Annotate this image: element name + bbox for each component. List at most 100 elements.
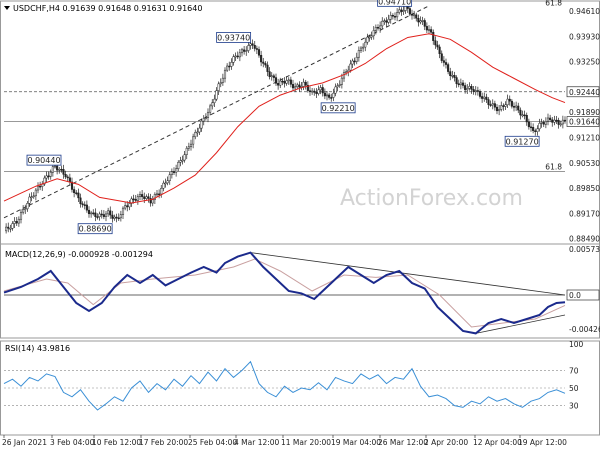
candle-body: [551, 119, 554, 123]
candle-body: [557, 119, 560, 125]
candle-body: [62, 169, 65, 175]
candle-body: [164, 182, 167, 185]
candle-body: [262, 61, 265, 64]
candle-body: [168, 174, 171, 181]
candle-body: [430, 29, 433, 33]
candle-body: [476, 90, 479, 92]
candle-body: [45, 175, 48, 179]
candle-body: [455, 77, 458, 84]
candle-body: [28, 196, 31, 204]
rsi-tick-label: 70: [569, 366, 579, 375]
candle-body: [138, 194, 142, 197]
candle-body: [26, 203, 29, 210]
candle-body: [181, 159, 184, 162]
candle-body: [466, 88, 469, 91]
candle-body: [495, 106, 499, 112]
candle-body: [81, 203, 84, 206]
candle-body: [374, 27, 377, 31]
candle-body: [402, 10, 405, 12]
candle-body: [417, 18, 420, 23]
candle-body: [51, 166, 54, 173]
candle-body: [457, 83, 460, 86]
candle-body: [434, 40, 437, 46]
price-sma-line: [3, 33, 566, 204]
candle-body: [111, 214, 114, 219]
candle-body: [427, 29, 431, 31]
macd-trendline: [475, 314, 566, 334]
candle-body: [521, 114, 524, 117]
candle-body: [198, 127, 201, 133]
candle-body: [372, 30, 375, 37]
price-header-text: USDCHF,H4 0.91639 0.91648 0.91631 0.9164…: [13, 4, 202, 13]
candle-body: [325, 94, 329, 97]
candle-body: [236, 55, 239, 58]
candle-body: [149, 198, 152, 204]
price-tick-label: 0.89170: [569, 209, 600, 218]
candle-body: [13, 221, 16, 224]
candle-body: [209, 105, 212, 113]
candle-body: [194, 132, 197, 138]
x-tick-label: 17 Feb 20:00: [139, 438, 188, 447]
candle-body: [451, 75, 454, 77]
candle-body: [461, 82, 465, 86]
candle-body: [19, 211, 23, 220]
candle-body: [141, 194, 144, 197]
price-tick-label: 0.93250: [569, 58, 600, 67]
candle-body: [98, 213, 101, 218]
candle-body: [66, 176, 69, 179]
candle-body: [370, 35, 373, 38]
macd-zero-tag: [566, 289, 600, 301]
candle-body: [43, 177, 46, 185]
level-price-tag: [566, 86, 600, 98]
candle-body: [328, 94, 331, 98]
watermark-text: ActionForex.com: [340, 186, 523, 211]
candle-body: [206, 111, 210, 118]
candle-body: [130, 198, 133, 204]
candle-body: [506, 98, 509, 106]
candle-body: [487, 99, 490, 105]
candle-body: [289, 79, 292, 85]
candle-body: [107, 210, 110, 215]
dropdown-arrow-icon: [4, 6, 10, 10]
candle-body: [47, 175, 50, 178]
candle-body: [87, 209, 91, 215]
candle-body: [30, 196, 33, 198]
macd-tick-label: 0.005739: [569, 245, 600, 254]
candle-body: [355, 56, 358, 62]
price-tick-label: 0.91890: [569, 108, 600, 117]
candle-body: [534, 130, 537, 132]
price-callout-box: [26, 154, 62, 166]
candle-body: [381, 20, 384, 27]
candle-body: [134, 199, 137, 201]
candle-body: [489, 104, 492, 106]
candle-body: [366, 36, 369, 43]
candle-body: [260, 54, 263, 63]
candle-body: [364, 41, 367, 48]
candle-body: [200, 120, 203, 129]
candle-body: [519, 109, 522, 116]
macd-signal-line: [3, 258, 566, 328]
price-tick-label: 0.91640: [569, 118, 600, 127]
candle-body: [549, 117, 552, 121]
candle-body: [436, 44, 439, 48]
x-tick-label: 3 Feb 04:00: [50, 438, 95, 447]
candle-body: [555, 119, 558, 122]
candle-body: [211, 102, 214, 107]
candle-body: [351, 60, 354, 65]
candle-body: [7, 226, 10, 229]
candle-body: [219, 82, 222, 85]
candle-body: [298, 84, 301, 88]
candle-body: [64, 174, 67, 178]
candle-body: [96, 216, 99, 218]
candle-body: [196, 131, 199, 134]
candle-body: [94, 212, 97, 217]
candle-body: [5, 226, 8, 232]
candle-body: [128, 203, 131, 208]
candle-body: [102, 214, 105, 217]
candle-body: [83, 204, 86, 206]
candle-body: [453, 75, 456, 78]
fib-label-upper: 61.8: [545, 0, 562, 7]
candle-body: [17, 218, 20, 224]
rsi-tick-label: 50: [569, 384, 579, 393]
